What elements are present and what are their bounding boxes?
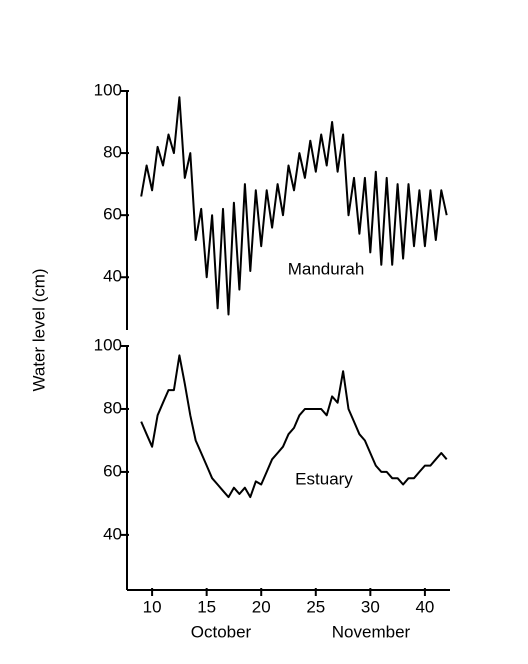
x-tick-label: 10	[143, 597, 162, 616]
x-tick-label: 15	[197, 597, 216, 616]
x-tick-label: 25	[306, 597, 325, 616]
y-tick-label: 40	[103, 524, 122, 543]
y-tick-label: 40	[103, 267, 122, 286]
data-line	[140, 354, 448, 499]
y-tick-label: 80	[103, 398, 122, 417]
month-label: October	[191, 622, 252, 641]
y-tick-label: 100	[94, 80, 122, 99]
x-tick-label: 20	[252, 597, 271, 616]
x-tick-label: 30	[361, 597, 380, 616]
y-tick-label: 60	[103, 205, 122, 224]
y-tick-label: 80	[103, 143, 122, 162]
data-line	[140, 96, 448, 316]
y-tick-label: 60	[103, 461, 122, 480]
y-tick-label: 100	[94, 335, 122, 354]
series-annotation: Estuary	[295, 469, 353, 488]
month-label: November	[332, 622, 411, 641]
series-annotation: Mandurah	[288, 259, 365, 278]
x-tick-label: 40	[415, 597, 434, 616]
y-axis-label: Water level (cm)	[29, 268, 48, 391]
